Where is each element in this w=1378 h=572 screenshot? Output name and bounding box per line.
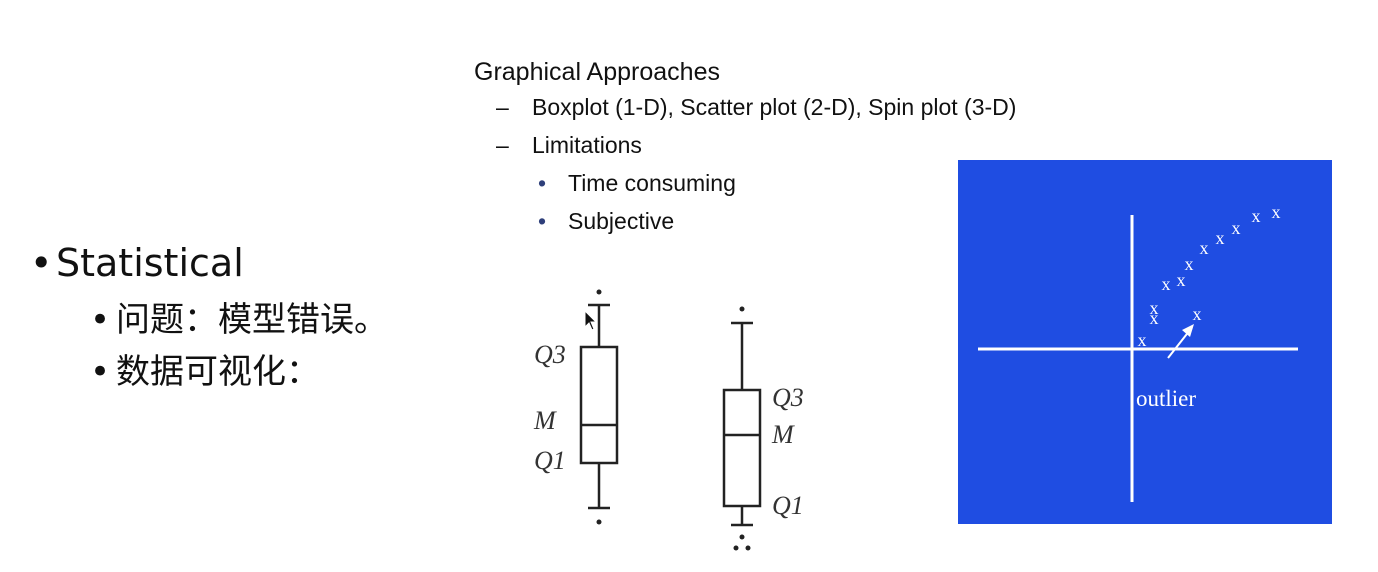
dot-item-1: • Time consuming [538, 164, 1016, 202]
right-box [722, 388, 762, 508]
outlier-arrow-head [1182, 324, 1194, 337]
outlier-label: outlier [1136, 386, 1196, 411]
small-dot-icon: • [538, 170, 547, 196]
right-boxplot [722, 321, 762, 527]
right-q1-label: Q1 [772, 491, 804, 520]
bullet-dot-icon: • [90, 352, 111, 392]
right-top-outlier [739, 306, 745, 312]
scatter-point: x [1252, 206, 1261, 226]
dash-item-text-2: Limitations [532, 132, 642, 158]
left-m-label: M [533, 406, 557, 435]
sub-bullet-2: • 数据可视化： [90, 346, 388, 398]
left-bullet-list: •Statistical • 问题：模型错误。 • 数据可视化： [30, 240, 388, 398]
scatter-point: x [1232, 218, 1241, 238]
scatter-point: x [1162, 274, 1171, 294]
dot-item-2: • Subjective [538, 202, 1016, 240]
scatter-point: x [1200, 238, 1209, 258]
right-bottom-outlier-1 [739, 534, 745, 540]
main-bullet-text: Statistical [56, 241, 244, 285]
dash-item-2: – Limitations [496, 126, 1016, 164]
small-dot-icon: • [538, 208, 547, 234]
sub-bullet-1: • 问题：模型错误。 [90, 294, 388, 346]
scatter-point: x [1138, 330, 1147, 350]
right-bottom-outlier-3 [745, 545, 751, 551]
main-bullet: •Statistical [30, 240, 388, 286]
boxplot-figure: Q3 M Q1 Q3 M Q1 [533, 289, 804, 551]
bullet-dot-icon: • [30, 241, 53, 285]
left-boxplot [579, 303, 619, 510]
scatter-background [958, 160, 1332, 524]
slide-text-block: Graphical Approaches – Boxplot (1-D), Sca… [474, 56, 1016, 240]
right-bottom-outlier-2 [733, 545, 739, 551]
scatter-point: x [1150, 298, 1159, 318]
bullet-dot-icon: • [90, 300, 111, 340]
dot-item-text-1: Time consuming [568, 170, 736, 196]
dash-item-1: – Boxplot (1-D), Scatter plot (2-D), Spin… [496, 88, 1016, 126]
sub-bullet-list: • 问题：模型错误。 • 数据可视化： [90, 294, 388, 398]
right-q3-label: Q3 [772, 383, 804, 412]
right-m-label: M [771, 420, 795, 449]
dash-icon: – [496, 94, 509, 120]
left-q3-label: Q3 [534, 340, 566, 369]
sub-bullet-text-2: 数据可视化： [116, 352, 320, 392]
outlier-arrow-line [1167, 329, 1191, 359]
scatter-point: x [1216, 228, 1225, 248]
dash-icon: – [496, 132, 509, 158]
left-bottom-outlier [596, 519, 602, 525]
outlier-point: x [1193, 304, 1202, 324]
scatter-point: x [1150, 308, 1159, 328]
scatter-point: x [1177, 270, 1186, 290]
mouse-cursor-icon [584, 310, 598, 331]
left-box [579, 345, 619, 465]
slide-heading: Graphical Approaches [474, 58, 720, 86]
dash-item-text-1: Boxplot (1-D), Scatter plot (2-D), Spin … [532, 94, 1017, 120]
dot-item-text-2: Subjective [568, 208, 675, 234]
scatter-point: x [1272, 202, 1281, 222]
scatter-point: x [1185, 254, 1194, 274]
sub-bullet-text-1: 问题：模型错误。 [116, 300, 388, 340]
left-q1-label: Q1 [534, 446, 566, 475]
left-top-outlier [596, 289, 602, 295]
